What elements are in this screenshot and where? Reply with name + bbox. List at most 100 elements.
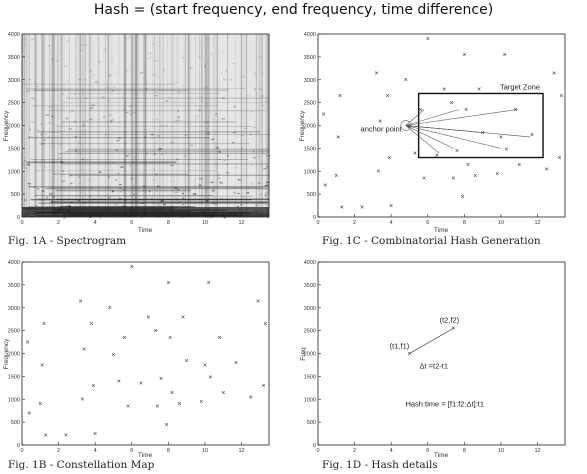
point-t2-f2-label: (t2,f2) (440, 315, 460, 324)
x-tick-label: 8 (463, 448, 466, 454)
spectrogram-speckle (126, 155, 129, 157)
spectrogram-speckle (168, 97, 170, 99)
spectrogram-speckle (121, 97, 124, 99)
spectrogram-speckle (132, 112, 136, 114)
spectrogram-speckle (215, 163, 218, 166)
spectrogram-speckle (127, 36, 131, 38)
y-tick-label: 2500 (304, 101, 316, 107)
spectrogram-speckle (225, 69, 228, 72)
spectrogram-speckle (243, 127, 248, 129)
spectrogram-speckle (211, 138, 215, 141)
spectrogram-streak (134, 34, 137, 217)
constellation-point: × (261, 383, 265, 390)
spectrogram-speckle (233, 191, 237, 194)
spectrogram-speckle (90, 187, 93, 189)
spectrogram-band (47, 199, 201, 200)
spectrogram-speckle (68, 174, 71, 175)
x-tick-label: 8 (167, 220, 170, 226)
spectrogram-speckle (124, 199, 127, 201)
spectrogram-speckle (128, 165, 132, 167)
spectrogram-streak (82, 34, 84, 217)
spectrogram-speckle (249, 94, 251, 97)
spectrogram-speckle (197, 56, 202, 58)
spectrogram-speckle (264, 194, 267, 197)
spectrogram-speckle (66, 39, 69, 42)
spectrogram-speckle (248, 187, 250, 189)
spectrogram-streak (133, 34, 134, 217)
spectrogram-speckle (193, 179, 197, 181)
spectrogram-speckle (157, 203, 159, 206)
spectrogram-speckle (66, 205, 70, 207)
spectrogram-speckle (160, 200, 164, 202)
page-title: Hash = (start frequency, end frequency, … (93, 2, 494, 18)
spectrogram-streak (53, 34, 56, 217)
spectrogram-speckle (262, 152, 264, 154)
spectrogram-streak (199, 34, 200, 217)
hash-generation-point: × (376, 169, 380, 176)
y-tick-label: 2500 (8, 329, 20, 335)
spectrogram-speckle (78, 183, 81, 185)
spectrogram-speckle (24, 38, 26, 41)
spectrogram-speckle (82, 124, 85, 126)
spectrogram-speckle (258, 56, 262, 58)
hash-details-caption: Fig. 1D - Hash details (322, 459, 438, 471)
spectrogram-speckle (251, 185, 254, 188)
x-tick-label: 10 (202, 220, 208, 226)
spectrogram-streak (135, 34, 137, 217)
x-tick-label: 8 (463, 220, 466, 226)
spectrogram-speckle (139, 97, 142, 99)
constellation-axes: 0 2 4 6 8 10 12 0 500 1000 1500 2000 2500 3000 3500 400… (8, 260, 245, 454)
spectrogram-streak (78, 34, 81, 217)
hash-details-ylabel: Freq (300, 347, 307, 361)
spectrogram-speckle (194, 184, 196, 187)
spectrogram-speckle (163, 203, 167, 206)
spectrogram-speckle (34, 82, 37, 84)
spectrogram-streak (49, 34, 51, 217)
spectrogram-speckle (63, 216, 66, 219)
spectrogram-speckle (250, 111, 253, 113)
spectrogram-streak (118, 34, 120, 217)
spectrogram-streak (145, 34, 147, 217)
spectrogram-speckle (66, 80, 69, 82)
spectrogram-speckle (198, 44, 201, 47)
spectrogram-streak (257, 34, 260, 217)
spectrogram-speckle (126, 69, 128, 72)
constellation-point: × (177, 401, 181, 408)
spectrogram-streak (41, 34, 43, 217)
spectrogram-streak (177, 34, 179, 217)
spectrogram-speckle (240, 204, 243, 206)
hash-generation-xlabel: Time (434, 227, 449, 234)
spectrogram-speckle (83, 44, 87, 47)
hash-generation-frame (317, 33, 566, 218)
spectrogram-speckle (174, 191, 178, 194)
spectrogram-speckle (163, 69, 166, 71)
spectrogram-band (37, 198, 269, 201)
spectrogram-streak (185, 34, 186, 217)
spectrogram-speckle (258, 155, 260, 158)
spectrogram-streak (80, 34, 82, 217)
x-tick-label: 10 (498, 448, 504, 454)
spectrogram-speckle (89, 195, 91, 198)
y-tick-label: 4000 (8, 32, 20, 38)
hash-generation-point: × (499, 134, 503, 141)
spectrogram-speckle (204, 86, 208, 89)
spectrogram-speckle (211, 202, 215, 204)
spectrogram-speckle (25, 167, 27, 169)
spectrogram-speckle (68, 128, 72, 130)
spectrogram-streak (55, 34, 57, 217)
spectrogram-streak (123, 34, 126, 217)
spectrogram-speckle (152, 74, 155, 76)
constellation-point: × (199, 399, 203, 406)
spectrogram-speckle (25, 90, 29, 92)
y-tick-label: 0 (17, 443, 20, 449)
constellation-point: × (234, 360, 238, 367)
spectrogram-streak (83, 34, 86, 217)
spectrogram-streak (266, 34, 269, 217)
spectrogram-speckle (120, 166, 124, 169)
hash-generation-point: × (404, 77, 408, 84)
hash-generation-point: × (321, 111, 325, 118)
spectrogram-speckle (99, 118, 101, 120)
spectrogram-speckle (175, 82, 179, 84)
spectrogram-xlabel: Time (138, 227, 153, 234)
spectrogram-streak (123, 34, 126, 217)
